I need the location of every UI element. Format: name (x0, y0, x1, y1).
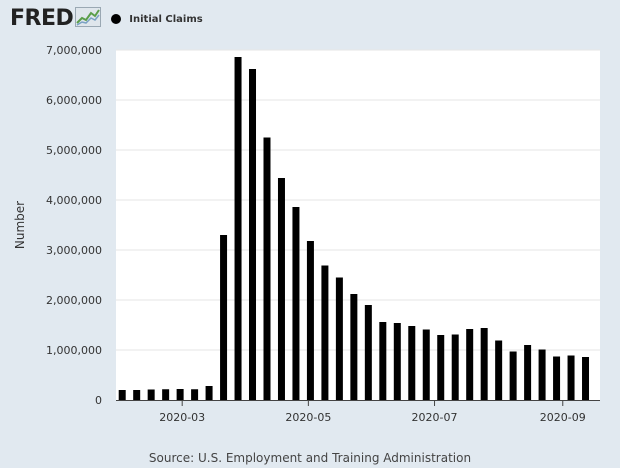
y-axis-label: Number (13, 201, 27, 249)
x-tick-label: 2020-09 (540, 411, 586, 424)
y-tick-label: 6,000,000 (46, 94, 102, 107)
chart-legend[interactable]: Initial Claims (111, 13, 203, 25)
bar (538, 349, 546, 400)
bar (147, 389, 155, 400)
x-tick-label: 2020-03 (159, 411, 205, 424)
bar (451, 334, 459, 400)
y-tick-label: 1,000,000 (46, 344, 102, 357)
bar (364, 305, 372, 400)
bar (220, 235, 228, 400)
bar (582, 357, 590, 400)
bar (350, 294, 358, 400)
bar (495, 340, 503, 400)
bar (321, 265, 329, 400)
bar (524, 345, 532, 400)
x-tick-label: 2020-07 (412, 411, 458, 424)
bar (234, 57, 242, 400)
source-note: Source: U.S. Employment and Training Adm… (148, 451, 472, 465)
y-tick-label: 4,000,000 (46, 194, 102, 207)
bar (277, 178, 285, 400)
bar (263, 137, 271, 400)
bar (118, 390, 126, 400)
legend-marker (111, 14, 122, 24)
bar (393, 323, 401, 400)
bar (205, 386, 213, 400)
bar (422, 329, 430, 400)
y-tick-label: 0 (95, 394, 102, 407)
fred-logo[interactable]: FRED (10, 6, 102, 31)
line-chart-icon (75, 7, 102, 31)
bar (437, 335, 445, 400)
bar (162, 389, 170, 400)
bar (133, 390, 141, 400)
y-tick-label: 5,000,000 (46, 144, 102, 157)
y-tick-label: 3,000,000 (46, 244, 102, 257)
bar (379, 322, 387, 400)
bar (408, 326, 416, 400)
y-tick-label: 7,000,000 (46, 44, 102, 57)
legend-label: Initial Claims (129, 13, 203, 25)
bar (249, 69, 257, 400)
bar (480, 328, 488, 400)
bar (306, 241, 314, 400)
bar (191, 389, 199, 400)
bar (509, 351, 517, 400)
bar (176, 389, 184, 400)
bar (466, 329, 474, 400)
chart-header: FRED Initial Claims (10, 6, 203, 32)
x-tick-label: 2020-05 (285, 411, 331, 424)
bar (292, 207, 300, 400)
bar (335, 277, 343, 400)
bar (567, 355, 575, 400)
logo-text: FRED (10, 6, 74, 31)
bar (553, 356, 561, 400)
y-tick-label: 2,000,000 (46, 294, 102, 307)
plot-area (116, 50, 600, 400)
